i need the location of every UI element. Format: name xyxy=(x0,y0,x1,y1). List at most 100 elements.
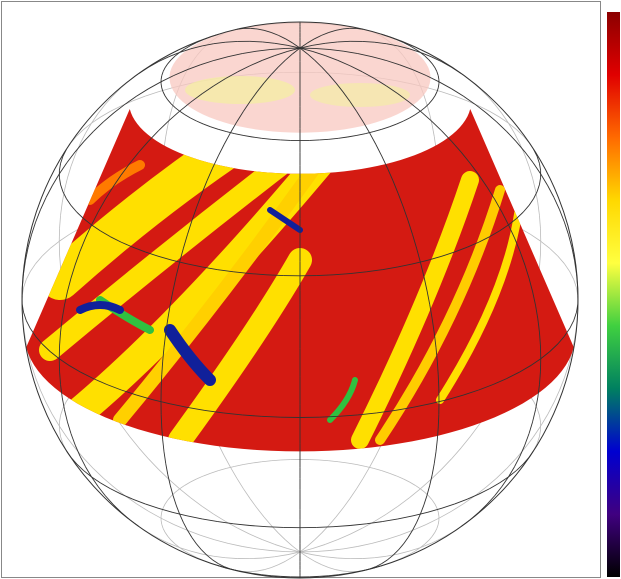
grid-line xyxy=(100,111,111,118)
grid-line xyxy=(423,495,428,506)
grid-line xyxy=(230,467,238,479)
grid-line xyxy=(397,193,404,208)
grid-line xyxy=(161,361,164,375)
grid-line xyxy=(58,358,70,367)
grid-line xyxy=(270,47,286,50)
grid-line xyxy=(392,180,399,194)
grid-line xyxy=(489,482,500,490)
grid-line xyxy=(524,151,534,164)
grid-line xyxy=(136,88,149,97)
grid-line xyxy=(64,177,68,191)
grid-line xyxy=(186,406,205,411)
grid-line xyxy=(35,377,41,391)
grid-line xyxy=(478,87,488,97)
grid-line xyxy=(227,542,243,547)
grid-line xyxy=(494,486,503,496)
grid-line xyxy=(496,121,507,132)
grid-line xyxy=(234,464,244,467)
grid-line xyxy=(564,263,571,272)
grid-line xyxy=(423,94,428,105)
grid-line xyxy=(430,469,442,480)
grid-line xyxy=(40,390,47,403)
grid-line xyxy=(328,460,339,463)
grid-line xyxy=(508,122,515,134)
grid-line xyxy=(190,42,197,47)
grid-line xyxy=(24,247,29,261)
grid-line xyxy=(347,462,357,465)
grid-line xyxy=(536,436,540,444)
grid-line xyxy=(362,557,375,559)
grid-line xyxy=(328,74,337,84)
grid-line xyxy=(274,51,288,56)
grid-line xyxy=(132,95,146,102)
grid-line xyxy=(70,433,76,446)
grid-line xyxy=(148,458,159,470)
grid-line xyxy=(426,290,431,305)
grid-line xyxy=(35,209,41,223)
grid-line xyxy=(184,114,191,119)
grid-line xyxy=(357,412,377,416)
grid-line xyxy=(397,515,414,520)
grid-line xyxy=(536,184,540,192)
grid-line xyxy=(158,469,170,480)
grid-line xyxy=(431,95,436,101)
grid-line xyxy=(184,481,191,486)
grid-line xyxy=(314,59,323,68)
grid-line xyxy=(67,277,72,292)
grid-line xyxy=(435,439,438,452)
grid-line xyxy=(285,539,293,547)
grid-line xyxy=(535,397,539,410)
grid-line xyxy=(217,521,234,525)
grid-line xyxy=(441,91,455,97)
grid-line xyxy=(569,271,575,280)
grid-line xyxy=(516,463,524,471)
grid-line xyxy=(431,532,436,537)
grid-line xyxy=(436,71,439,76)
grid-line xyxy=(173,69,188,76)
grid-line xyxy=(266,526,284,528)
colorbar xyxy=(607,12,620,577)
grid-line xyxy=(203,123,211,128)
grid-line xyxy=(145,251,159,257)
grid-line xyxy=(162,347,165,362)
grid-line xyxy=(535,190,539,203)
grid-line xyxy=(501,211,509,226)
grid-line xyxy=(402,206,409,221)
grid-line xyxy=(441,458,452,470)
grid-line xyxy=(148,130,159,142)
grid-line xyxy=(261,460,272,463)
streak xyxy=(164,324,216,386)
grid-line xyxy=(179,488,191,499)
grid-line xyxy=(325,55,338,61)
grid-line xyxy=(494,199,503,213)
grid-line xyxy=(160,374,163,389)
grid-line xyxy=(186,64,201,71)
grid-line xyxy=(292,47,301,55)
grid-line xyxy=(213,513,226,522)
grid-line xyxy=(85,224,92,239)
grid-line xyxy=(508,224,515,239)
grid-line xyxy=(162,67,166,72)
grid-line xyxy=(83,218,92,226)
grid-line xyxy=(485,477,497,488)
grid-line xyxy=(110,488,122,495)
grid-line xyxy=(179,247,184,263)
grid-line xyxy=(252,461,262,464)
grid-line xyxy=(381,470,390,474)
grid-line xyxy=(337,557,351,560)
sphere-outline xyxy=(21,21,579,579)
grid-line xyxy=(539,415,542,423)
grid-line xyxy=(515,141,526,153)
grid-line xyxy=(97,104,106,114)
grid-line xyxy=(553,197,560,210)
grid-line xyxy=(335,82,344,93)
grid-line xyxy=(328,567,337,571)
grid-line xyxy=(397,543,404,551)
grid-line xyxy=(420,542,432,548)
grid-line xyxy=(532,425,542,438)
grid-line xyxy=(158,87,173,93)
grid-line xyxy=(433,333,437,348)
grid-line xyxy=(499,476,509,484)
grid-line xyxy=(381,126,390,130)
grid-line xyxy=(307,539,315,547)
